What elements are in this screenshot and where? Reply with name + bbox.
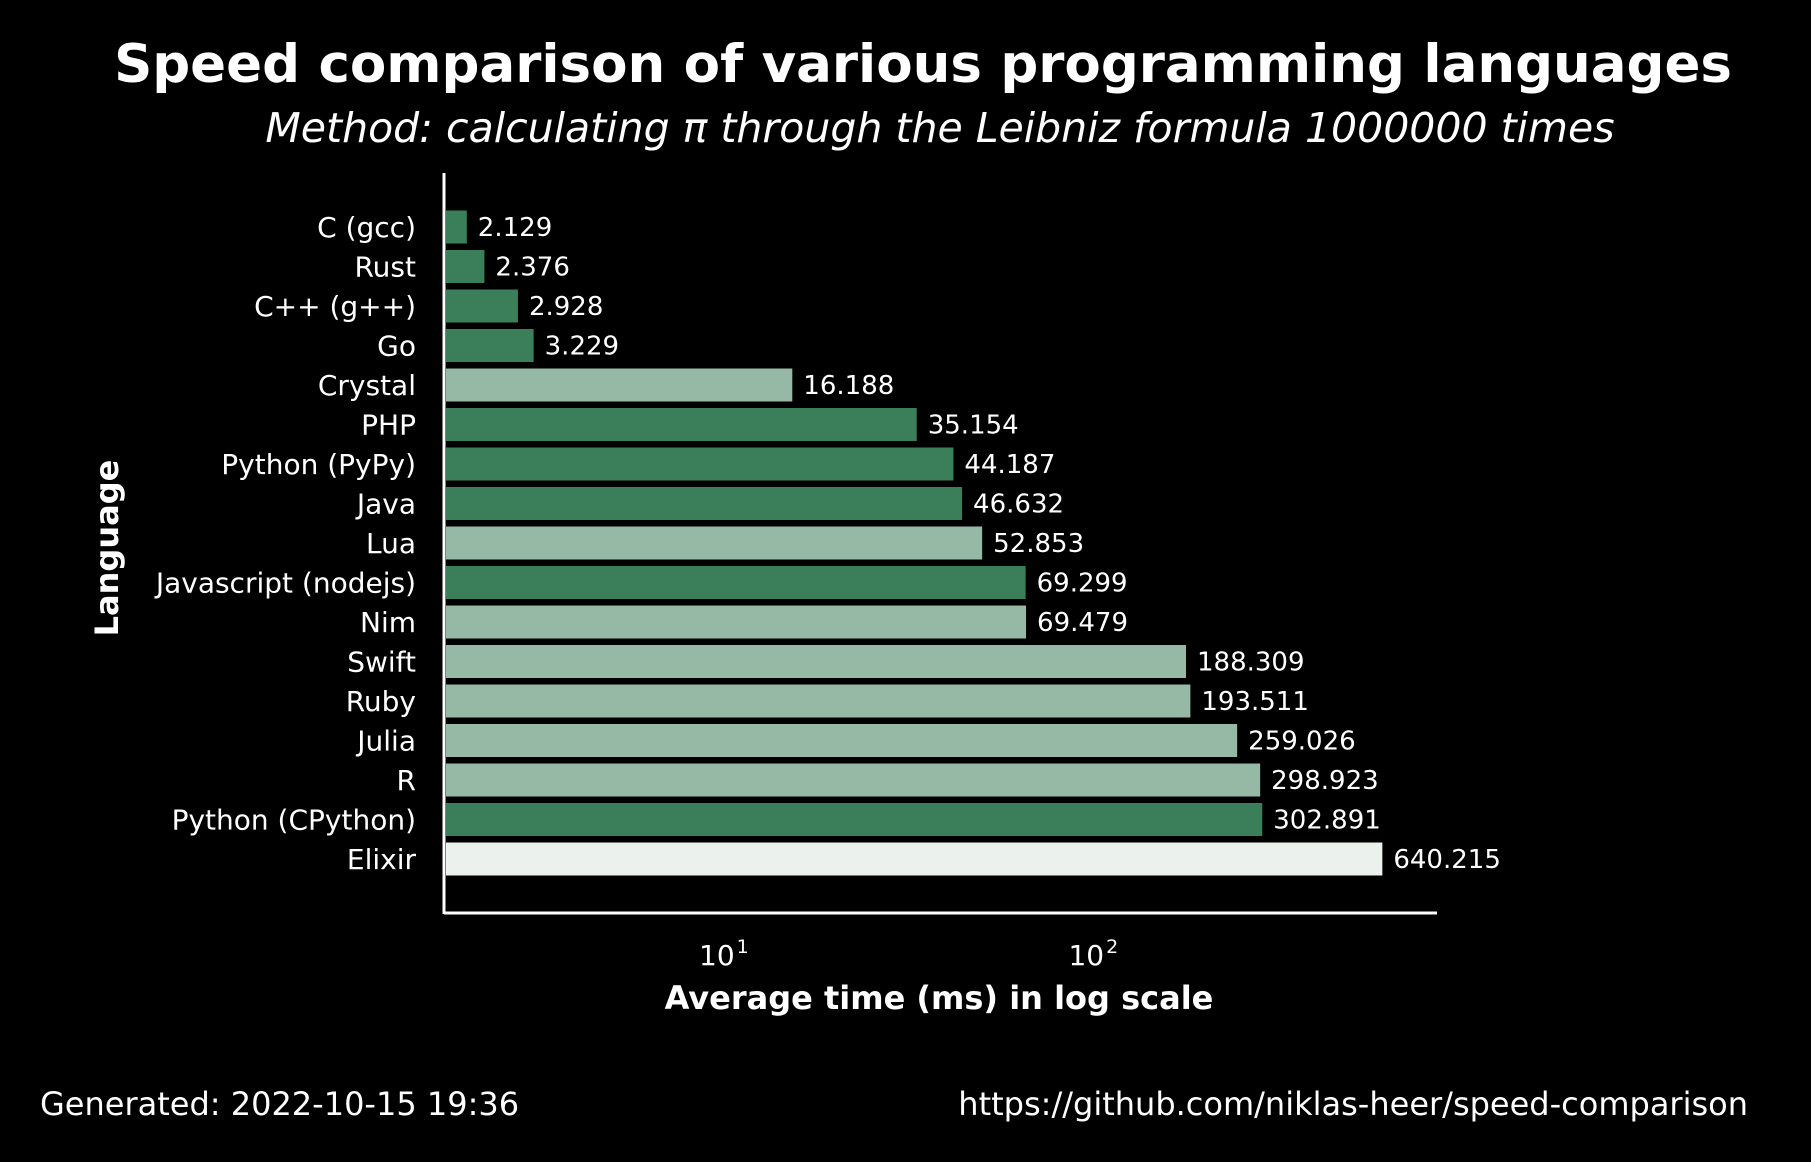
footer-generated: Generated: 2022-10-15 19:36 [40,1085,519,1123]
value-label: 69.299 [1037,569,1128,599]
value-label: 3.229 [545,332,619,362]
x-tick-exponent: 2 [1106,936,1118,958]
y-tick-label: Python (CPython) [172,804,416,837]
x-tick-base: 10 [1068,939,1104,972]
y-tick-label: Crystal [318,369,416,402]
y-tick-label: Lua [366,527,416,560]
y-tick-label: Java [355,488,416,521]
y-tick-label: Python (PyPy) [221,448,416,481]
value-label: 259.026 [1248,727,1356,757]
bar [446,447,954,481]
value-label: 52.853 [993,529,1084,559]
bar [446,842,1383,876]
bar [446,329,534,362]
value-label: 640.215 [1393,845,1501,875]
value-label: 44.187 [964,450,1055,480]
y-tick-label: Swift [347,646,416,679]
value-label: 193.511 [1201,687,1309,717]
bar [446,803,1263,836]
bar [446,605,1027,639]
value-label: 188.309 [1197,648,1305,678]
value-label: 35.154 [928,411,1019,441]
footer-url: https://github.com/niklas-heer/speed-com… [958,1085,1748,1123]
bar [446,566,1026,599]
value-label: 298.923 [1271,766,1379,796]
value-label: 46.632 [973,490,1064,520]
bar [446,368,793,402]
y-tick-label: C (gcc) [317,211,416,244]
value-label: 2.928 [529,292,603,322]
y-tick-label: Ruby [346,685,416,718]
bar [446,763,1261,797]
bar [446,289,518,323]
y-tick-label: Julia [355,725,416,758]
bar [446,210,467,244]
bar [446,250,485,283]
x-tick-exponent: 1 [737,936,749,958]
value-label: 302.891 [1273,806,1381,836]
bar [446,724,1238,757]
y-tick-label: Nim [360,606,416,639]
x-axis-label: Average time (ms) in log scale [665,979,1214,1017]
y-tick-label: PHP [361,409,416,442]
x-tick-base: 10 [699,939,735,972]
y-tick-label: C++ (g++) [254,290,416,323]
y-axis-label: Language [88,460,126,637]
bars-group [446,210,1383,876]
bar [446,487,963,520]
bar [446,526,983,560]
bar [446,645,1187,678]
x-tick-label: 10 1 [699,936,749,972]
bar [446,684,1191,718]
bar [446,408,917,441]
value-label: 2.376 [495,253,569,283]
value-label: 2.129 [478,213,552,243]
y-tick-labels: C (gcc) Rust C++ (g++) Go Crystal PHP Python (… [154,211,417,876]
chart-title: Speed comparison of various programming … [114,34,1732,95]
value-label: 69.479 [1037,608,1128,638]
y-tick-label: Rust [354,251,416,284]
y-tick-label: Elixir [347,843,417,876]
x-tick-label: 10 2 [1068,936,1118,972]
y-tick-label: Go [377,330,416,363]
y-tick-label: R [397,764,416,797]
x-tick-labels: 10 1 10 2 [699,936,1118,972]
y-tick-label: Javascript (nodejs) [154,567,416,600]
value-label: 16.188 [803,371,894,401]
chart-subtitle: Method: calculating π through the Leibni… [265,104,1614,152]
value-labels: 2.129 2.376 2.928 3.229 16.188 35.154 44.187 46… [478,213,1501,875]
